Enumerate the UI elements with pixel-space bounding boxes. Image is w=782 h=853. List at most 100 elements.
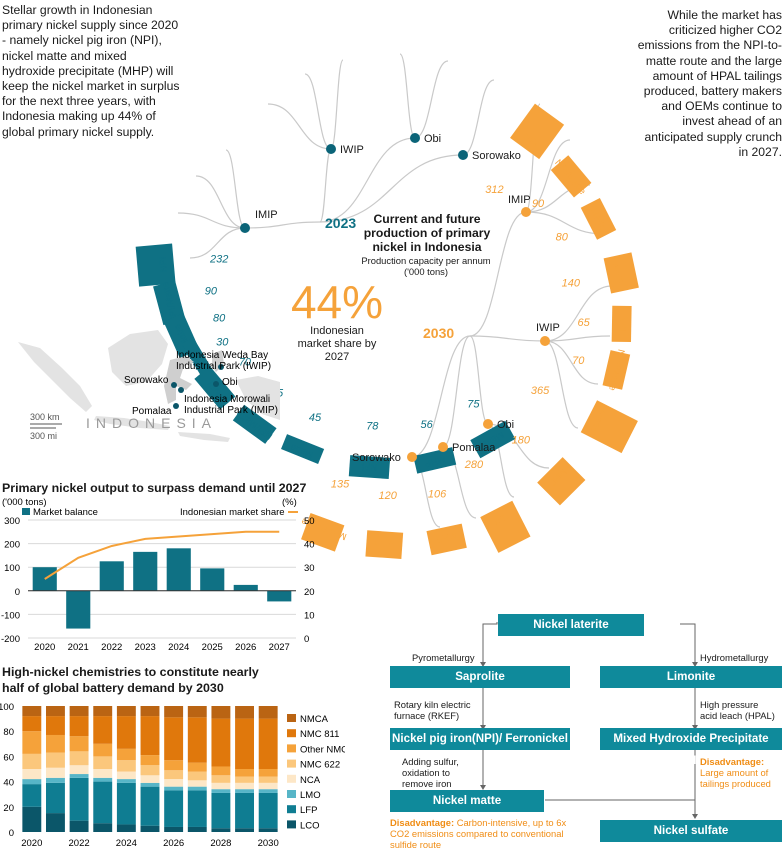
chart2-y-tick: 80 xyxy=(3,727,14,738)
map-label-iwip-1: Indonesia Weda Bay xyxy=(176,350,268,361)
tree-node-label-2023: Sorowako xyxy=(472,150,521,162)
chart2-x-tick: 2020 xyxy=(21,838,42,849)
chart2-x-tick: 2028 xyxy=(210,838,231,849)
tree-node-2030 xyxy=(438,442,448,452)
chart2-legend-label: NCA xyxy=(300,775,321,786)
radial-bar-value: 78 xyxy=(366,420,379,432)
nusa-shape xyxy=(178,432,230,442)
radial-bar-label: MHP xyxy=(435,530,458,545)
chart1-y2-unit: (%) xyxy=(282,497,297,508)
chart2-bar-segment xyxy=(211,775,231,783)
chart2-bar-segment xyxy=(93,769,113,778)
map-label-imip-2: Industrial Park (IMIP) xyxy=(184,405,278,416)
chart1-bar xyxy=(166,548,191,591)
chart2-legend-label: NMCA xyxy=(300,714,329,725)
chart1-y-tick: 200 xyxy=(4,540,20,551)
chart2-bar-segment xyxy=(235,718,254,769)
chart2-bar-segment xyxy=(116,782,136,825)
chart2-bar-segment xyxy=(22,716,42,732)
indonesia-map: Indonesia Weda Bay Industrial Park (IWIP… xyxy=(18,330,280,442)
chart2-legend-swatch xyxy=(287,774,296,783)
chart1-bar xyxy=(267,590,292,602)
year-2030-label: 2030 xyxy=(423,325,454,341)
radial-bar-group xyxy=(348,455,391,480)
tree-link xyxy=(319,137,416,223)
chart1-bar xyxy=(233,584,258,591)
chart2-bar-segment xyxy=(164,786,184,791)
matte-disadvantage: Disadvantage: Carbon-intensive, up to 6x… xyxy=(390,817,567,850)
radial-bar-group xyxy=(580,400,638,454)
battery-chemistry-chart: 100 80 60 40 20 0 2020 2022 2024 2026 2028 2030 NMC… xyxy=(0,702,345,849)
tree-link xyxy=(244,221,321,229)
legend-label-balance: Market balance xyxy=(33,507,98,518)
radial-bar-value: 90 xyxy=(532,198,545,210)
chart1-y-tick: 0 xyxy=(15,587,20,598)
chart2-bar-segment xyxy=(211,766,231,776)
chart2-bar-segment xyxy=(140,765,160,776)
chart2-bar-segment xyxy=(187,786,207,791)
java-shape xyxy=(94,416,170,430)
share-label: Indonesian market share by 2027 xyxy=(297,325,377,363)
saprolite-box: Saprolite xyxy=(390,666,570,688)
chart2-legend-label: Other NMC xyxy=(300,744,345,755)
radial-bar xyxy=(480,500,531,553)
chart1-y2-tick: 0 xyxy=(304,634,309,645)
chart2-bar-segment xyxy=(235,706,254,719)
radial-bar-value: 30 xyxy=(216,337,229,349)
chart2-bar-segment xyxy=(140,782,160,787)
chart2-bar-segment xyxy=(22,784,42,807)
rkef-label: Rotary kiln electric furnace (RKEF) xyxy=(394,699,471,721)
tree-link xyxy=(544,335,611,342)
chart2-y-tick: 60 xyxy=(3,752,14,763)
radial-bar-value: 120 xyxy=(378,490,397,502)
chart1-x-tick: 2020 xyxy=(34,642,55,653)
chart2-legend-label: NMC 622 xyxy=(300,760,340,771)
chart1-y2-tick: 10 xyxy=(304,610,315,621)
chart2-bar-segment xyxy=(211,828,231,832)
map-label-sorowako: Sorowako xyxy=(124,375,169,386)
tree-node-2030 xyxy=(521,207,531,217)
chart2-bar-segment xyxy=(235,828,254,832)
chart2-bar-segment xyxy=(69,706,89,717)
chart2-bar-segment xyxy=(187,762,207,772)
chart2-bar-segment xyxy=(211,792,231,829)
radial-bar-value: 56 xyxy=(420,419,433,431)
tree-link xyxy=(189,227,246,259)
chart2-bar-segment xyxy=(187,717,207,763)
chart2-bar-segment xyxy=(211,718,231,767)
radial-bar-value: 70 xyxy=(239,356,252,368)
radial-bar xyxy=(153,280,186,326)
radial-bar-group xyxy=(426,523,467,556)
chart2-bar-segment xyxy=(93,743,113,757)
chart1-title: Primary nickel output to surpass demand … xyxy=(2,481,307,495)
chart1-y2-tick: 40 xyxy=(304,540,315,551)
tree-link xyxy=(544,285,613,342)
chart2-bar-segment xyxy=(93,756,113,769)
radial-bar-group xyxy=(580,197,617,240)
chart2-legend-swatch xyxy=(287,714,296,722)
chart1-bars xyxy=(32,548,292,629)
chart2-bar-segment xyxy=(116,716,136,749)
radial-bar-label: MHP xyxy=(610,262,625,285)
chart2-x-tick: 2030 xyxy=(258,838,279,849)
chart2-bar-segment xyxy=(164,706,184,718)
chart2-bar-segment xyxy=(116,760,136,772)
chart2-legend: NMCA NMC 811 Other NMC NMC 622 NCA LMO LFP LCO xyxy=(287,714,345,831)
mhp-disadvantage: Disadvantage: Large amount of tailings p… xyxy=(700,756,771,789)
radial-bar-value: 80 xyxy=(556,231,569,243)
radial-bar-value: 365 xyxy=(531,385,550,397)
radial-bar-label: MHP xyxy=(374,535,396,547)
chart2-y-tick: 20 xyxy=(3,803,14,814)
chart1-y-tick: 300 xyxy=(4,516,20,527)
legend-label-share: Indonesian market share xyxy=(180,507,285,518)
tree-link xyxy=(525,139,571,213)
chart2-bar-segment xyxy=(187,826,207,832)
sulawesi-shape xyxy=(164,356,194,404)
chart1-bar xyxy=(99,561,124,591)
npi-box: Nickel pig iron(NPI)/ Ferronickel xyxy=(390,728,570,750)
center-subtitle: Production capacity per annum ('000 tons… xyxy=(361,255,491,277)
chart2-bar-segment xyxy=(93,716,113,744)
tree-node-2030 xyxy=(407,452,417,462)
chart2-bar-segment xyxy=(235,776,254,783)
